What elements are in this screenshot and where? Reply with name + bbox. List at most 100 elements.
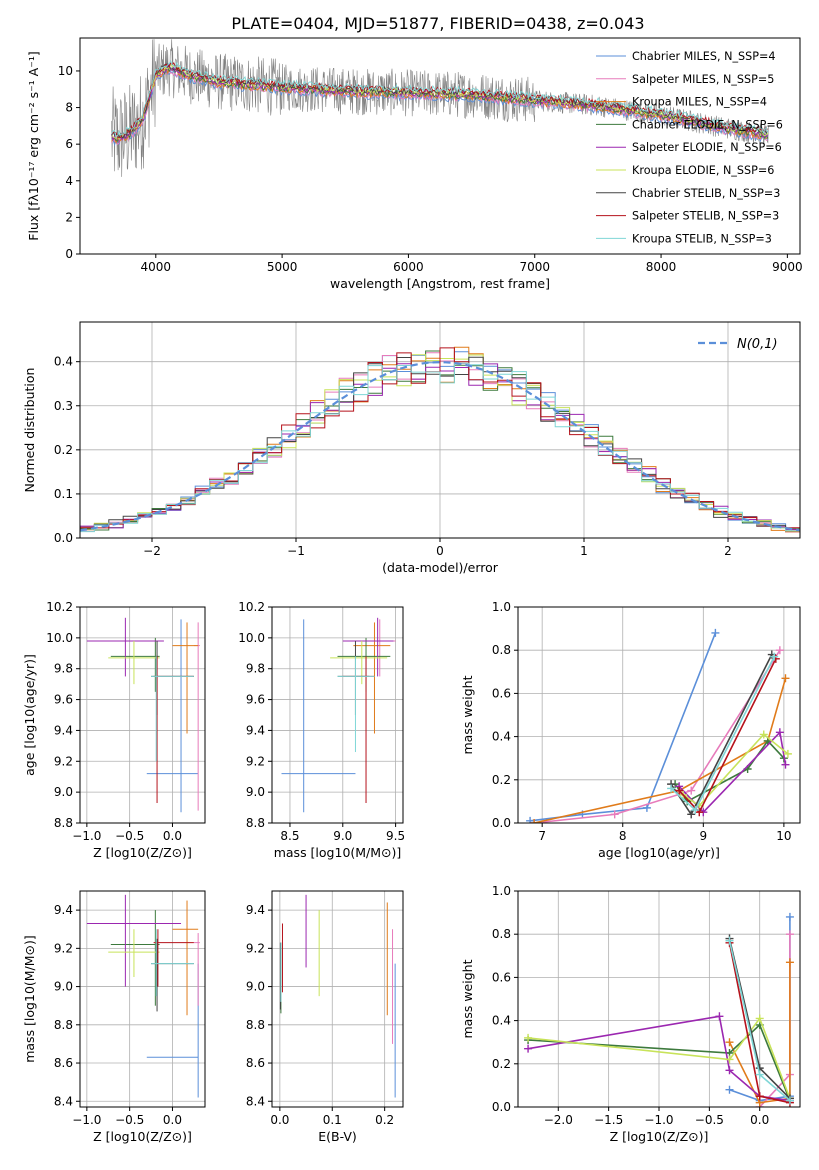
plot-area [279,894,396,1098]
model-spectrum-line [111,63,769,141]
plot-area [281,617,396,813]
y-tick-label: 0.4 [492,730,511,744]
x-tick-label: 0 [436,544,444,558]
weight-marker [755,1092,764,1101]
y-tick-label: 1.0 [492,884,511,898]
weight-marker [770,652,779,661]
data-point [281,619,356,813]
y-tick-label: 0.1 [54,487,73,501]
y-tick-label: 10.0 [46,631,73,645]
weight-marker [711,628,720,637]
y-tick-label: 9.0 [246,785,265,799]
y-tick-label: 8.8 [54,816,73,830]
weight-marker [691,806,700,815]
weight-marker [715,1012,724,1021]
age-vs-mass-panel: 8.5 9.0 9.5 8.8 9.0 9.2 9.4 9.6 9.8 10.0 10.2 mass … [238,600,405,860]
weight-marker [725,1038,734,1047]
y-tick-label: 0.6 [492,970,511,984]
weight-marker [755,1070,764,1079]
plot-area [526,628,792,823]
data-point [172,622,199,734]
plot-area [86,894,200,1098]
legend-entry: Salpeter MILES, N_SSP=5 [632,73,774,86]
y-tick-label: 9.8 [54,662,73,676]
data-point [172,900,199,1016]
legend-entry: Kroupa MILES, N_SSP=4 [632,96,767,109]
y-tick-label: 0.4 [492,1014,511,1028]
y-tick-label: 9.4 [54,723,73,737]
x-tick-label: 8 [619,829,627,843]
x-axis-label: mass [log10(M/M⊙)] [274,845,402,860]
data-point [342,617,394,677]
data-point [108,640,160,685]
x-tick-label: 9 [699,829,707,843]
y-tick-label: 9.4 [54,903,73,917]
y-tick-label: 9.0 [54,980,73,994]
weight-marker [725,936,734,945]
y-tick-label: 2 [65,210,73,224]
weight-marker [785,958,794,967]
y-tick-label: 10 [58,64,73,78]
data-point [151,929,194,997]
x-tick-label: −2.0 [544,1113,573,1127]
y-tick-label: 8.8 [54,1018,73,1032]
residuals-legend: N(0,1) [698,337,778,352]
weight-marker [675,786,684,795]
x-axis-label: Z [log10(Z/Z⊙)] [93,845,192,860]
weight-marker [785,930,794,939]
weight-marker [725,1085,734,1094]
y-tick-label: 9.4 [246,903,265,917]
weight-marker [783,749,792,758]
data-point [330,640,388,685]
y-tick-label: 10.2 [238,600,265,614]
x-tick-label: 10 [776,829,791,843]
y-tick-label: 0.2 [54,443,73,457]
x-tick-label: −1.0 [644,1113,673,1127]
weight-series-line [678,730,787,814]
data-point [146,619,199,813]
x-tick-label: 9000 [772,260,803,274]
y-tick-label: 0.0 [54,531,73,545]
x-axis-label: E(B-V) [318,1129,357,1144]
x-tick-label: 0.1 [323,1113,342,1127]
y-tick-label: 9.6 [246,693,265,707]
weight-marker [610,810,619,819]
weight-marker [530,819,539,823]
weight-series-line [528,1016,791,1099]
weight-marker [781,674,790,683]
x-tick-label: −2 [143,544,161,558]
weight-series-line [682,733,789,807]
y-tick-label: 10.2 [46,600,73,614]
y-axis-label: mass weight [460,959,475,1038]
weight-marker [667,784,676,793]
weight-marker [785,1096,794,1105]
model-spectrum-line [111,69,769,146]
y-tick-label: 4 [65,174,73,188]
mass-vs-ebv-panel: 0.0 0.1 0.2 8.4 8.6 8.8 9.0 9.2 9.4 E(B-V) [246,890,404,1144]
axes-frame [271,890,404,1108]
legend-entry: Chabrier ELODIE, N_SSP=6 [632,118,783,131]
x-tick-label: 9.5 [386,829,405,843]
x-axis-label: (data-model)/error [382,560,499,575]
y-tick-label: 0 [65,247,73,261]
y-tick-label: 0.6 [492,686,511,700]
data-point [110,637,160,692]
mass-vs-Z-panel: −1.0 −0.5 0.0 8.4 8.6 8.8 9.0 9.2 9.4 Z [log10(Z/… [22,890,206,1144]
x-tick-label: 5000 [267,260,298,274]
y-tick-label: 8.4 [54,1094,73,1108]
x-tick-label: −0.5 [115,829,144,843]
plot-area [86,617,200,813]
x-axis-label: age [log10(age/yr)] [598,845,720,860]
y-tick-label: 9.2 [246,754,265,768]
residuals-panel: −2 −1 0 1 2 0.0 0.1 0.2 0.3 0.4 (data-model)/error… [22,321,801,575]
weight-marker [785,912,794,921]
axes-frame [79,890,206,1108]
weight-marker [725,1066,734,1075]
x-tick-label: −1.5 [594,1113,623,1127]
weight-marker [524,1033,533,1042]
data-point [193,933,200,1006]
y-tick-label: 0.4 [54,355,73,369]
y-tick-label: 0.8 [492,927,511,941]
y-tick-label: 9.0 [246,980,265,994]
